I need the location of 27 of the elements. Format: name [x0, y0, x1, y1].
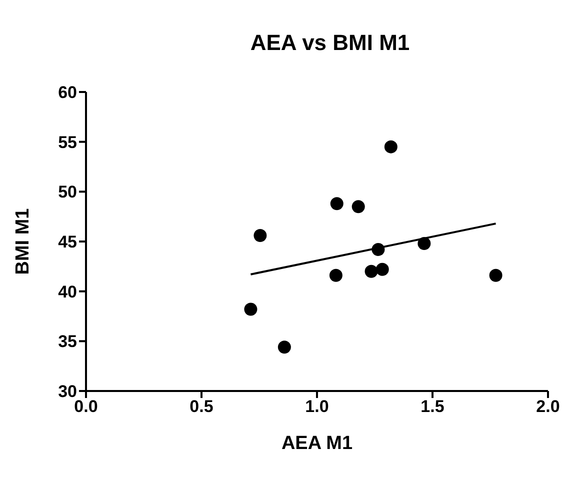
- x-tick-label: 0.5: [190, 397, 214, 416]
- y-tick-label: 40: [58, 282, 77, 302]
- y-tick-label: 30: [58, 382, 77, 402]
- x-tick-label: 1.5: [420, 397, 444, 416]
- chart-title: AEA vs BMI M1: [249, 30, 411, 56]
- point: [372, 242, 385, 256]
- y-tick-label: 60: [58, 83, 77, 102]
- x-axis-title: AEA M1: [281, 433, 353, 454]
- y-tick-label: 45: [58, 232, 77, 252]
- point: [489, 268, 502, 282]
- y-tick-label: 35: [58, 332, 77, 352]
- point: [330, 197, 344, 210]
- point: [278, 340, 291, 354]
- y-tick-label: 50: [58, 182, 77, 202]
- point: [364, 264, 378, 278]
- x-tick-label: 1.0: [305, 397, 329, 416]
- point: [254, 229, 267, 242]
- y-axis-title: BMI M1: [12, 208, 34, 275]
- point: [376, 262, 389, 276]
- point: [352, 200, 365, 214]
- x-tick-label: 0.0: [74, 397, 98, 416]
- point: [329, 268, 342, 282]
- point: [418, 236, 431, 250]
- point: [384, 140, 398, 154]
- point: [244, 302, 258, 316]
- x-tick-label: 2.0: [536, 397, 560, 416]
- y-tick-label: 55: [58, 132, 77, 152]
